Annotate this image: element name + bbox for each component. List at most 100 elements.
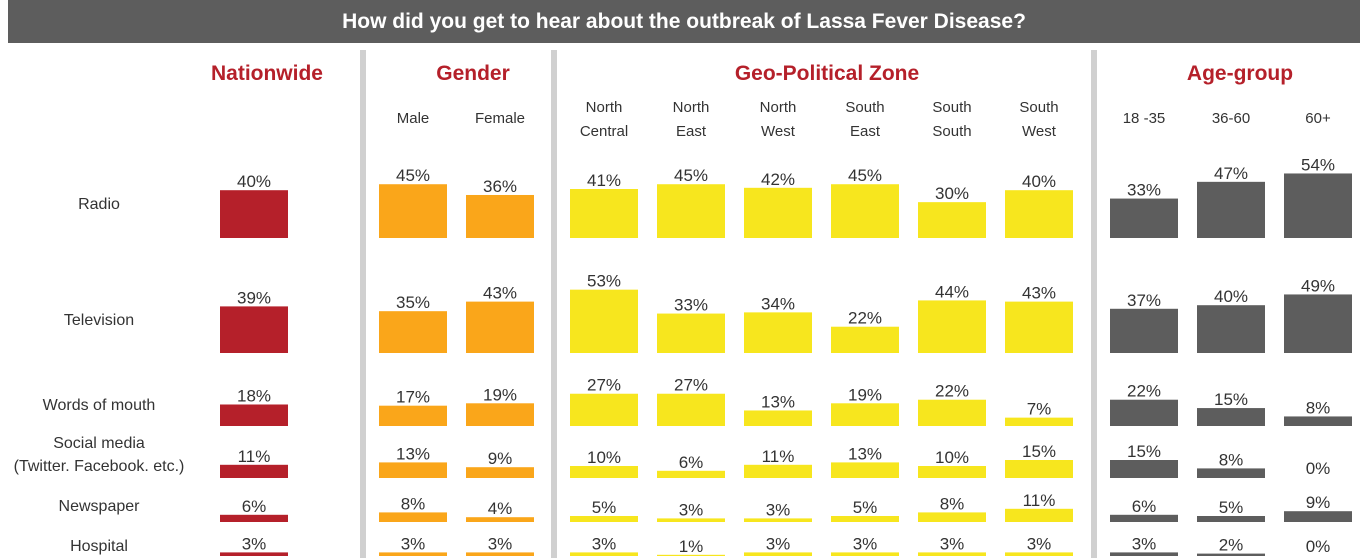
bar bbox=[1284, 416, 1352, 426]
data-label: 33% bbox=[674, 296, 708, 315]
bar bbox=[466, 552, 534, 556]
bar bbox=[918, 399, 986, 426]
data-label: 45% bbox=[396, 166, 430, 185]
bar bbox=[918, 512, 986, 522]
data-label: 0% bbox=[1306, 459, 1331, 478]
column-label: East bbox=[850, 123, 881, 140]
bar bbox=[918, 300, 986, 353]
bar bbox=[1110, 399, 1178, 426]
data-label: 36% bbox=[483, 177, 517, 196]
bar bbox=[220, 514, 288, 522]
row-label: Television bbox=[64, 312, 134, 329]
data-label: 10% bbox=[587, 448, 621, 467]
column-label: West bbox=[761, 123, 796, 140]
bar bbox=[1005, 508, 1073, 522]
row-label: Social media bbox=[53, 435, 145, 452]
data-label: 8% bbox=[1219, 450, 1244, 469]
bar bbox=[657, 470, 725, 478]
row-label: Words of mouth bbox=[43, 397, 156, 414]
data-label: 44% bbox=[935, 282, 969, 301]
data-label: 8% bbox=[401, 494, 426, 513]
data-label: 3% bbox=[853, 534, 878, 553]
data-label: 10% bbox=[935, 448, 969, 467]
bar bbox=[466, 517, 534, 522]
bar bbox=[831, 403, 899, 426]
data-label: 5% bbox=[853, 498, 878, 517]
bar bbox=[466, 403, 534, 426]
bar bbox=[379, 552, 447, 556]
bar bbox=[831, 462, 899, 478]
data-label: 5% bbox=[1219, 498, 1244, 517]
data-label: 19% bbox=[483, 385, 517, 404]
data-label: 4% bbox=[488, 499, 513, 518]
data-label: 5% bbox=[592, 498, 617, 517]
data-label: 6% bbox=[1132, 497, 1157, 516]
data-label: 53% bbox=[587, 272, 621, 291]
data-label: 3% bbox=[1132, 534, 1157, 553]
bar bbox=[744, 552, 812, 556]
bar bbox=[220, 404, 288, 426]
bar bbox=[1197, 305, 1265, 353]
data-label: 9% bbox=[488, 449, 513, 468]
bar bbox=[1110, 460, 1178, 478]
data-label: 35% bbox=[396, 293, 430, 312]
column-label: South bbox=[932, 123, 971, 140]
bar bbox=[657, 518, 725, 522]
bar bbox=[1197, 408, 1265, 426]
data-label: 3% bbox=[401, 534, 426, 553]
bar bbox=[831, 326, 899, 353]
bar bbox=[918, 552, 986, 556]
column-label: Central bbox=[580, 123, 628, 140]
bar bbox=[1197, 468, 1265, 478]
group-title: Nationwide bbox=[211, 62, 323, 85]
bar bbox=[570, 466, 638, 478]
group-title: Gender bbox=[436, 62, 510, 85]
row-label: (Twitter. Facebook. etc.) bbox=[14, 458, 185, 475]
data-label: 13% bbox=[396, 444, 430, 463]
column-label: South bbox=[845, 99, 884, 116]
bar bbox=[918, 466, 986, 478]
bar bbox=[379, 512, 447, 522]
bar bbox=[744, 312, 812, 353]
data-label: 18% bbox=[237, 386, 271, 405]
data-label: 11% bbox=[762, 447, 795, 466]
bar bbox=[570, 189, 638, 238]
bar bbox=[1110, 198, 1178, 238]
column-label: North bbox=[586, 99, 623, 116]
bar bbox=[744, 410, 812, 426]
row-label: Radio bbox=[78, 196, 120, 213]
bar bbox=[1005, 417, 1073, 426]
column-label: 18 -35 bbox=[1123, 110, 1166, 127]
data-label: 8% bbox=[1306, 398, 1331, 417]
title-banner: How did you get to hear about the outbre… bbox=[8, 0, 1360, 43]
data-label: 17% bbox=[396, 388, 430, 407]
data-label: 8% bbox=[940, 494, 965, 513]
data-label: 42% bbox=[761, 170, 795, 189]
chart-title: How did you get to hear about the outbre… bbox=[342, 10, 1026, 33]
bar bbox=[466, 301, 534, 353]
bar bbox=[1284, 511, 1352, 522]
bar bbox=[379, 311, 447, 353]
bar bbox=[918, 202, 986, 238]
bar bbox=[1197, 553, 1265, 556]
bar bbox=[570, 289, 638, 353]
data-label: 40% bbox=[1022, 172, 1056, 191]
data-label: 11% bbox=[1023, 491, 1056, 510]
bar bbox=[379, 405, 447, 426]
data-label: 45% bbox=[848, 166, 882, 185]
bar bbox=[466, 194, 534, 238]
data-label: 1% bbox=[679, 537, 704, 556]
bar bbox=[570, 393, 638, 426]
data-label: 43% bbox=[1022, 284, 1056, 303]
data-label: 3% bbox=[1027, 534, 1052, 553]
data-label: 34% bbox=[761, 294, 795, 313]
bar bbox=[220, 464, 288, 478]
data-label: 15% bbox=[1022, 442, 1056, 461]
data-label: 3% bbox=[679, 500, 704, 519]
bar bbox=[220, 552, 288, 556]
column-label: North bbox=[673, 99, 710, 116]
bar bbox=[744, 187, 812, 238]
data-label: 0% bbox=[1306, 537, 1331, 556]
data-label: 33% bbox=[1127, 181, 1161, 200]
bar bbox=[744, 518, 812, 522]
